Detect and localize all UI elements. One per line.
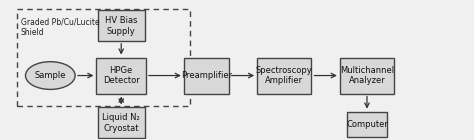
FancyBboxPatch shape [340, 58, 394, 94]
Text: HPGe
Detector: HPGe Detector [103, 66, 139, 85]
Text: Preamplifier: Preamplifier [181, 71, 232, 80]
FancyBboxPatch shape [98, 10, 145, 41]
Text: Computer: Computer [346, 120, 388, 129]
FancyBboxPatch shape [96, 58, 146, 94]
FancyBboxPatch shape [98, 107, 145, 138]
FancyBboxPatch shape [184, 58, 229, 94]
FancyBboxPatch shape [347, 112, 387, 136]
FancyBboxPatch shape [257, 58, 311, 94]
Text: Sample: Sample [35, 71, 66, 80]
Text: HV Bias
Supply: HV Bias Supply [105, 16, 137, 36]
Ellipse shape [26, 62, 75, 89]
Text: Liquid N₂
Cryostat: Liquid N₂ Cryostat [102, 113, 140, 133]
Text: Graded Pb/Cu/Lucite
Shield: Graded Pb/Cu/Lucite Shield [20, 17, 99, 37]
Text: Multichannel
Analyzer: Multichannel Analyzer [340, 66, 394, 85]
Text: Spectroscopy
Amplifier: Spectroscopy Amplifier [256, 66, 313, 85]
